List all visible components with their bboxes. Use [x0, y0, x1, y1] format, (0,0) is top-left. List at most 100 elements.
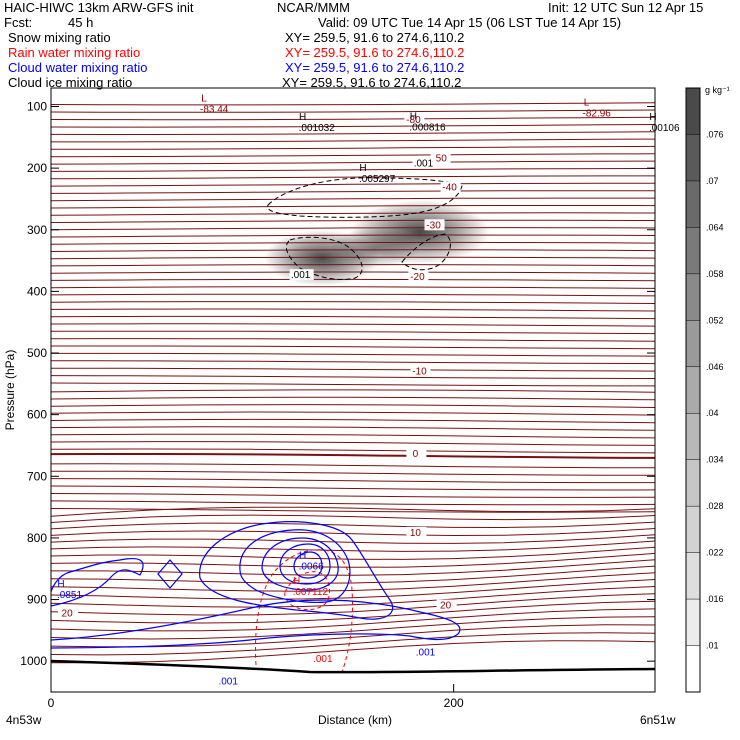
colorbar-tick-label: .046 [706, 362, 724, 372]
y-tick-label: 1000 [20, 654, 47, 668]
extrema-value: .00106 [649, 123, 680, 134]
contour-label: .001 [218, 676, 238, 687]
field-cloudice-xy: XY= 259.5, 91.6 to 274.6,110.2 [282, 75, 462, 90]
isotherm-line [51, 205, 655, 209]
isotherm-line [51, 453, 655, 459]
extrema-value: -83.44 [200, 105, 229, 116]
isotherm-line [51, 600, 655, 624]
colorbar-tick-label: .01 [706, 641, 719, 651]
isotherm-line [51, 485, 655, 491]
isotherm-line [51, 521, 655, 530]
isotherm-line [51, 640, 655, 664]
extrema-labels: L-83.44L-82.96H.001032H.000816H.00106H.0… [57, 94, 680, 602]
isotherm-line [51, 153, 655, 158]
colorbar-segment [686, 506, 700, 553]
isotherm-line [51, 278, 655, 282]
isotherm-line [51, 271, 655, 274]
isotherm-line [51, 249, 655, 252]
cloudwater-contour-low [51, 557, 144, 607]
snow-contour-upper [267, 177, 463, 218]
rain-contour-inner [284, 571, 331, 610]
temp-label: -50 [432, 154, 447, 165]
isotherm-line [51, 632, 655, 656]
extrema-symbol: H [57, 579, 64, 590]
temp-label: -40 [442, 183, 457, 194]
isotherm-line [51, 308, 655, 312]
temp-label-bg [404, 113, 425, 125]
colorbar-tick-label: .016 [706, 594, 724, 604]
cloudwater-contours [51, 521, 461, 649]
isotherm-line [51, 219, 655, 223]
colorbar-tick-label: .034 [706, 455, 724, 465]
cloudwater-contour-ring-5 [293, 551, 323, 579]
contour-label-bg [412, 157, 437, 169]
y-tick-label: 300 [27, 223, 47, 237]
y-tick-label: 400 [27, 284, 47, 298]
isotherm-line [51, 197, 655, 202]
center-label: NCAR/MMM [277, 0, 350, 15]
isotherm-line [51, 559, 655, 576]
isotherm-line [51, 534, 655, 544]
endpoint-left: 4n53w [6, 713, 42, 727]
cloudwater-contour-ring-4 [279, 543, 331, 585]
cloudwater-contour-ring-3 [261, 537, 339, 591]
colorbar-tick-label: .064 [706, 222, 724, 232]
contour-labels: .001 .001 .001 .001 .001 [217, 157, 439, 687]
contour-label-bg [217, 675, 242, 687]
extrema-value: .007112 [293, 587, 329, 598]
isotherm-line [51, 470, 655, 476]
extrema-symbol: H [359, 163, 366, 174]
isotherm-line [51, 411, 655, 416]
extrema-value: .000816 [409, 122, 446, 133]
isotherm-line [51, 241, 655, 245]
contour-label-bg [289, 269, 314, 281]
temperature-isotherms [51, 102, 655, 664]
model-title: HAIC-HIWC 13km ARW-GFS init [4, 0, 194, 15]
extrema-value: .0851 [57, 590, 82, 601]
isotherm-line [51, 109, 655, 113]
extrema-symbol: H [299, 550, 306, 561]
extrema-symbol: H [649, 112, 656, 123]
extrema-symbol: L [584, 97, 590, 108]
isotherm-line [51, 323, 655, 327]
isotherm-line [51, 360, 655, 365]
temp-label-bg [436, 599, 457, 611]
isotherm-line [51, 528, 655, 537]
temp-label: -10 [412, 366, 427, 377]
isotherm-line [51, 514, 655, 523]
snow-contour-lower-left [285, 236, 363, 281]
ice-shade-mid [330, 228, 420, 268]
cloudwater-contour-ring-2 [239, 529, 351, 603]
temp-label: -30 [426, 220, 441, 231]
colorbar-segment [686, 180, 700, 228]
cloudwater-contour-diamond [157, 559, 183, 589]
isotherm-line [51, 608, 655, 632]
isotherm-line [51, 506, 655, 517]
colorbar-tick-label: .07 [706, 176, 719, 186]
contour-label: .001 [414, 159, 434, 170]
y-axis-label: Pressure (hPa) [3, 350, 17, 431]
y-tick-label: 600 [27, 408, 47, 422]
isotherm-line [51, 315, 655, 320]
cloudwater-contour-wide [51, 599, 461, 649]
isotherm-line [51, 493, 655, 498]
field-snow-xy: XY= 259.5, 91.6 to 274.6,110.2 [285, 30, 465, 45]
contour-label-bg [311, 653, 336, 665]
isotherm-line [51, 546, 655, 560]
isotherm-line [51, 552, 655, 568]
isotherm-line [51, 616, 655, 640]
isotherm-line [51, 227, 655, 231]
colorbar-segment [686, 320, 700, 367]
contour-label: .001 [291, 270, 311, 281]
isotherm-line [51, 508, 655, 513]
isotherm-line [51, 593, 655, 616]
y-tick-label: 100 [27, 99, 47, 113]
isotherm-line [51, 463, 655, 469]
isotherm-line [51, 168, 655, 172]
isotherm-line [51, 182, 655, 187]
y-tick-label: 800 [27, 531, 47, 545]
rain-contours [255, 549, 353, 673]
contour-label-bg [414, 646, 439, 658]
isotherm-line [51, 345, 655, 350]
